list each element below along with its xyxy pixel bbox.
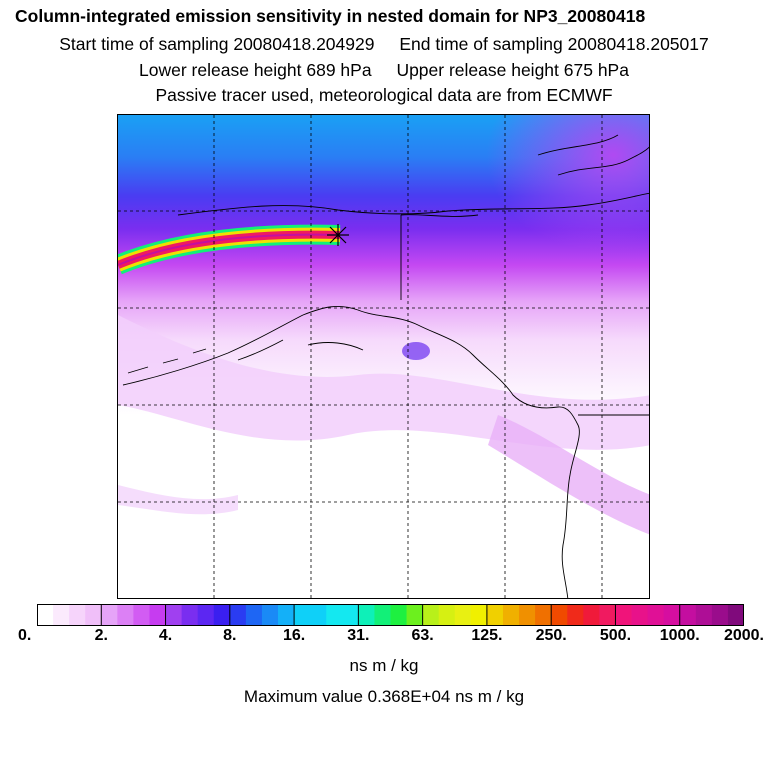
sensitivity-band-coast <box>488 415 649 535</box>
colorbar <box>37 604 744 626</box>
colorbar-swatch <box>695 604 713 626</box>
colorbar-swatch <box>117 604 134 626</box>
colorbar-swatch <box>261 604 279 626</box>
max-value-text: Maximum value 0.368E+04 ns m / kg <box>243 687 525 706</box>
colorbar-swatch <box>631 604 648 626</box>
colorbar-swatch <box>711 604 729 626</box>
coastlines <box>122 134 649 598</box>
sensitivity-map <box>117 114 650 599</box>
colorbar-swatch <box>197 604 215 626</box>
colorbar-swatch <box>679 604 697 626</box>
sensitivity-band-southwest <box>118 485 238 515</box>
colorbar-tick-label: 2000. <box>723 627 764 644</box>
colorbar-swatch <box>181 604 199 626</box>
colorbar-tick-label: 31. <box>347 627 370 644</box>
colorbar-swatch <box>422 604 440 626</box>
colorbar-swatch <box>454 604 472 626</box>
end-time-text: End time of sampling 20080418.205017 <box>399 34 709 54</box>
sensitivity-hotspot <box>402 342 430 360</box>
colorbar-tick-label: 0. <box>18 627 32 644</box>
trajectory-plume <box>118 224 341 275</box>
chart-title: Column-integrated emission sensitivity i… <box>15 6 646 26</box>
tracer-note: Passive tracer used, meteorological data… <box>155 85 613 105</box>
colorbar-swatch <box>294 604 327 626</box>
colorbar-border <box>37 604 744 626</box>
colorbar-swatch <box>390 604 407 626</box>
start-time-text: Start time of sampling 20080418.204929 <box>59 34 375 54</box>
colorbar-swatch <box>213 604 231 626</box>
colorbar-swatch <box>406 604 424 626</box>
colorbar-swatch <box>502 604 520 626</box>
colorbar-swatch <box>69 604 86 626</box>
colorbar-tick-label: 1000. <box>659 627 700 644</box>
colorbar-swatch <box>101 604 118 626</box>
colorbar-swatch <box>470 604 488 626</box>
sensitivity-field-northeast <box>398 115 649 315</box>
release-heights: Lower release height 689 hPa Upper relea… <box>0 60 768 81</box>
colorbar-tick-label: 250. <box>535 627 567 644</box>
sensitivity-band-mid <box>118 315 649 450</box>
graticule <box>118 115 649 598</box>
colorbar-swatch <box>599 604 616 626</box>
colorbar-swatch <box>663 604 681 626</box>
upper-release-text: Upper release height 675 hPa <box>396 60 629 80</box>
colorbar-swatch <box>229 604 247 626</box>
colorbar-swatch <box>165 604 183 626</box>
colorbar-tick-label: 8. <box>223 627 237 644</box>
colorbar-swatch <box>647 604 665 626</box>
colorbar-tick-label: 63. <box>411 627 434 644</box>
colorbar-swatch <box>133 604 150 626</box>
colorbar-swatch <box>519 604 536 626</box>
colorbar-swatch <box>149 604 166 626</box>
map-plot <box>118 115 649 598</box>
colorbar-swatch <box>374 604 391 626</box>
sampling-times: Start time of sampling 20080418.204929 E… <box>0 34 768 55</box>
colorbar-tick-label: 125. <box>471 627 503 644</box>
colorbar-swatch <box>615 604 632 626</box>
release-point-marker <box>327 224 349 246</box>
colorbar-swatch <box>37 604 54 626</box>
colorbar-swatch <box>245 604 263 626</box>
colorbar-tick-label: 16. <box>282 627 306 644</box>
lower-release-text: Lower release height 689 hPa <box>139 60 372 80</box>
colorbar-bins <box>37 604 744 626</box>
colorbar-tick-label: 2. <box>94 627 108 644</box>
colorbar-swatch <box>727 604 744 626</box>
colorbar-swatch <box>583 604 600 626</box>
colorbar-swatch <box>278 604 295 626</box>
colorbar-swatch <box>85 604 102 626</box>
colorbar-swatch <box>486 604 504 626</box>
colorbar-swatch <box>53 604 70 626</box>
colorbar-swatch <box>438 604 456 626</box>
colorbar-swatch <box>535 604 552 626</box>
colorbar-units: ns m / kg <box>349 656 419 675</box>
colorbar-swatch <box>326 604 359 626</box>
colorbar-swatch <box>358 604 375 626</box>
colorbar-swatch <box>551 604 568 626</box>
colorbar-swatch <box>567 604 584 626</box>
colorbar-tick-label: 500. <box>599 627 632 644</box>
colorbar-tick-label: 4. <box>158 627 173 644</box>
